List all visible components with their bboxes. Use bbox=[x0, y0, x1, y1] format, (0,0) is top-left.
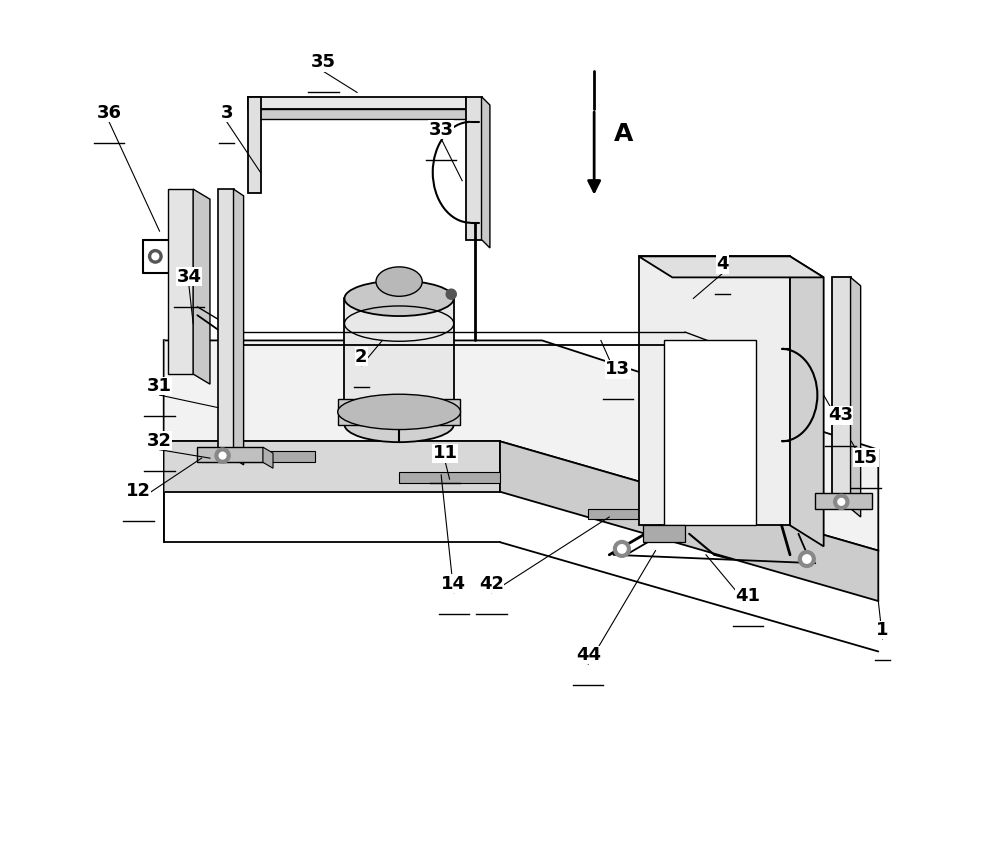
Text: 3: 3 bbox=[221, 104, 233, 122]
Text: 34: 34 bbox=[176, 267, 201, 286]
Polygon shape bbox=[164, 441, 500, 492]
Polygon shape bbox=[248, 97, 466, 110]
Polygon shape bbox=[815, 493, 872, 509]
Text: 36: 36 bbox=[97, 104, 122, 122]
Polygon shape bbox=[248, 97, 261, 194]
Circle shape bbox=[152, 253, 159, 260]
Polygon shape bbox=[193, 189, 210, 384]
Polygon shape bbox=[643, 526, 685, 543]
Ellipse shape bbox=[344, 281, 454, 316]
Text: 11: 11 bbox=[433, 444, 458, 463]
Circle shape bbox=[834, 494, 849, 509]
Polygon shape bbox=[466, 97, 482, 239]
Text: 35: 35 bbox=[311, 53, 336, 71]
Circle shape bbox=[838, 498, 845, 505]
Text: 1: 1 bbox=[876, 621, 889, 638]
Text: 32: 32 bbox=[147, 432, 172, 450]
Circle shape bbox=[618, 545, 626, 553]
Circle shape bbox=[149, 250, 162, 263]
Text: 14: 14 bbox=[441, 575, 466, 593]
Text: 15: 15 bbox=[853, 448, 878, 467]
Circle shape bbox=[446, 290, 456, 299]
Polygon shape bbox=[248, 110, 466, 120]
Polygon shape bbox=[500, 441, 878, 601]
Text: 2: 2 bbox=[355, 347, 368, 366]
Polygon shape bbox=[344, 298, 454, 424]
Text: A: A bbox=[613, 122, 633, 147]
Text: 13: 13 bbox=[605, 360, 630, 379]
Polygon shape bbox=[338, 399, 460, 424]
Polygon shape bbox=[168, 189, 193, 374]
Circle shape bbox=[215, 448, 230, 464]
Polygon shape bbox=[263, 447, 273, 468]
Polygon shape bbox=[588, 509, 685, 519]
Polygon shape bbox=[832, 278, 851, 509]
Polygon shape bbox=[482, 97, 490, 248]
Polygon shape bbox=[639, 256, 790, 526]
Polygon shape bbox=[218, 189, 234, 458]
Polygon shape bbox=[234, 189, 244, 465]
Polygon shape bbox=[639, 256, 824, 278]
Text: 4: 4 bbox=[717, 256, 729, 273]
Text: 12: 12 bbox=[126, 482, 151, 500]
Ellipse shape bbox=[344, 407, 454, 442]
Ellipse shape bbox=[376, 267, 422, 296]
Text: 42: 42 bbox=[479, 575, 504, 593]
Polygon shape bbox=[851, 278, 861, 517]
Circle shape bbox=[803, 554, 811, 563]
Text: 44: 44 bbox=[576, 646, 601, 664]
Polygon shape bbox=[197, 447, 263, 463]
Text: 43: 43 bbox=[828, 407, 853, 424]
Polygon shape bbox=[790, 256, 824, 547]
Polygon shape bbox=[399, 472, 500, 483]
Circle shape bbox=[798, 551, 815, 567]
Text: 41: 41 bbox=[735, 588, 760, 605]
Circle shape bbox=[219, 453, 226, 459]
Polygon shape bbox=[164, 340, 878, 551]
Ellipse shape bbox=[338, 394, 460, 430]
Polygon shape bbox=[664, 340, 756, 526]
Polygon shape bbox=[202, 452, 315, 463]
Text: 33: 33 bbox=[429, 121, 454, 138]
Text: 31: 31 bbox=[147, 377, 172, 395]
Circle shape bbox=[613, 541, 630, 557]
